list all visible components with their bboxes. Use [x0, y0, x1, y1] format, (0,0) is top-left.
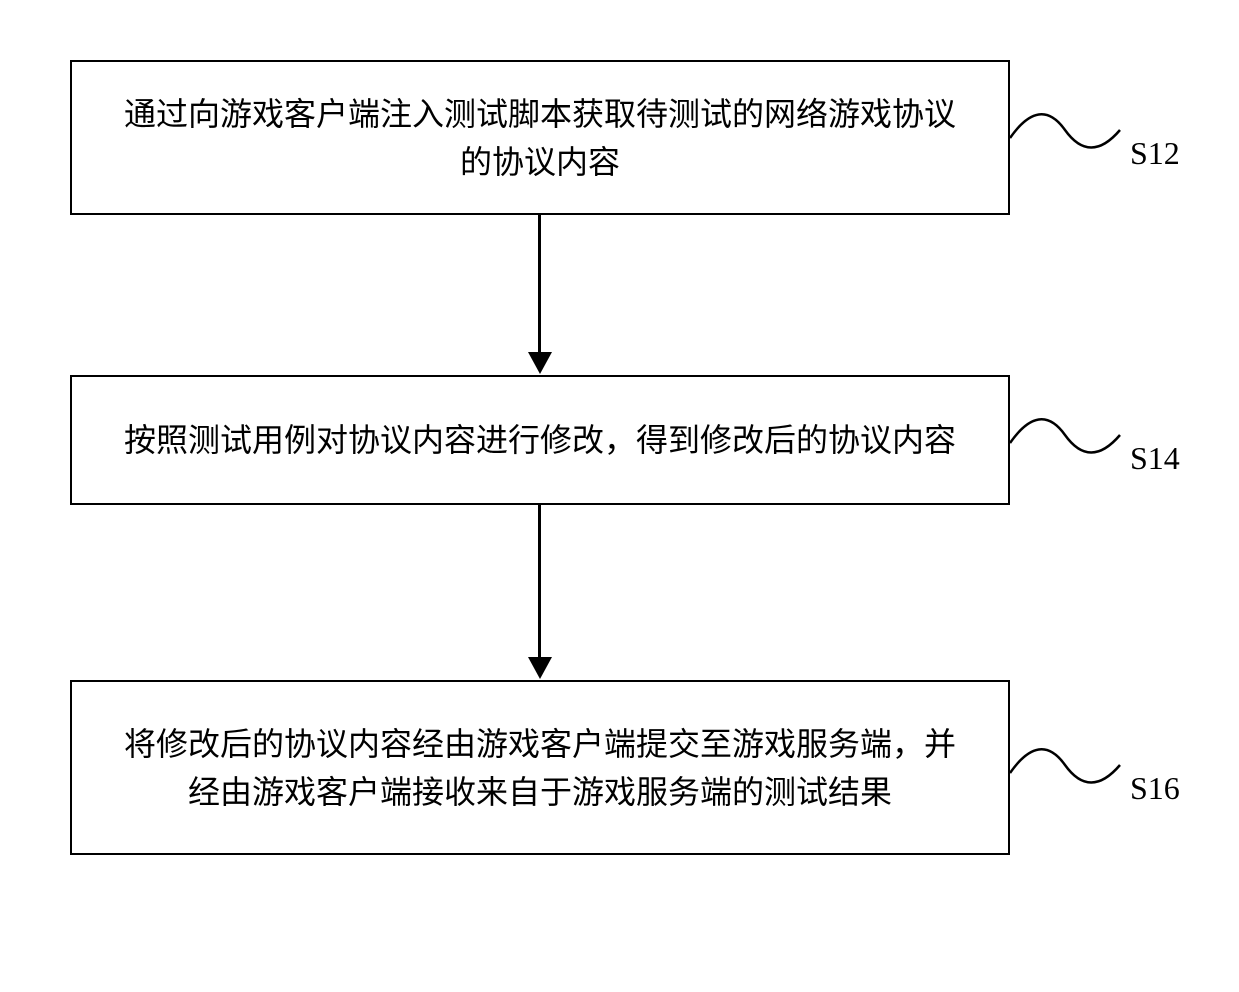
arrow-head-2 — [528, 657, 552, 679]
box-text-s12: 通过向游戏客户端注入测试脚本获取待测试的网络游戏协议的协议内容 — [112, 90, 968, 186]
curve-connector-s14 — [1010, 395, 1130, 475]
arrow-line-1 — [538, 215, 541, 353]
step-label-s16: S16 — [1130, 770, 1180, 807]
flowchart-step-s16: 将修改后的协议内容经由游戏客户端提交至游戏服务端，并经由游戏客户端接收来自于游戏… — [70, 680, 1010, 855]
curve-connector-s16 — [1010, 725, 1130, 805]
step-label-s14: S14 — [1130, 440, 1180, 477]
arrow-line-2 — [538, 505, 541, 658]
step-label-s12: S12 — [1130, 135, 1180, 172]
box-text-s16: 将修改后的协议内容经由游戏客户端提交至游戏服务端，并经由游戏客户端接收来自于游戏… — [112, 720, 968, 816]
box-text-s14: 按照测试用例对协议内容进行修改，得到修改后的协议内容 — [124, 416, 956, 464]
curve-connector-s12 — [1010, 90, 1130, 170]
arrow-head-1 — [528, 352, 552, 374]
flowchart-step-s14: 按照测试用例对协议内容进行修改，得到修改后的协议内容 — [70, 375, 1010, 505]
flowchart-step-s12: 通过向游戏客户端注入测试脚本获取待测试的网络游戏协议的协议内容 — [70, 60, 1010, 215]
